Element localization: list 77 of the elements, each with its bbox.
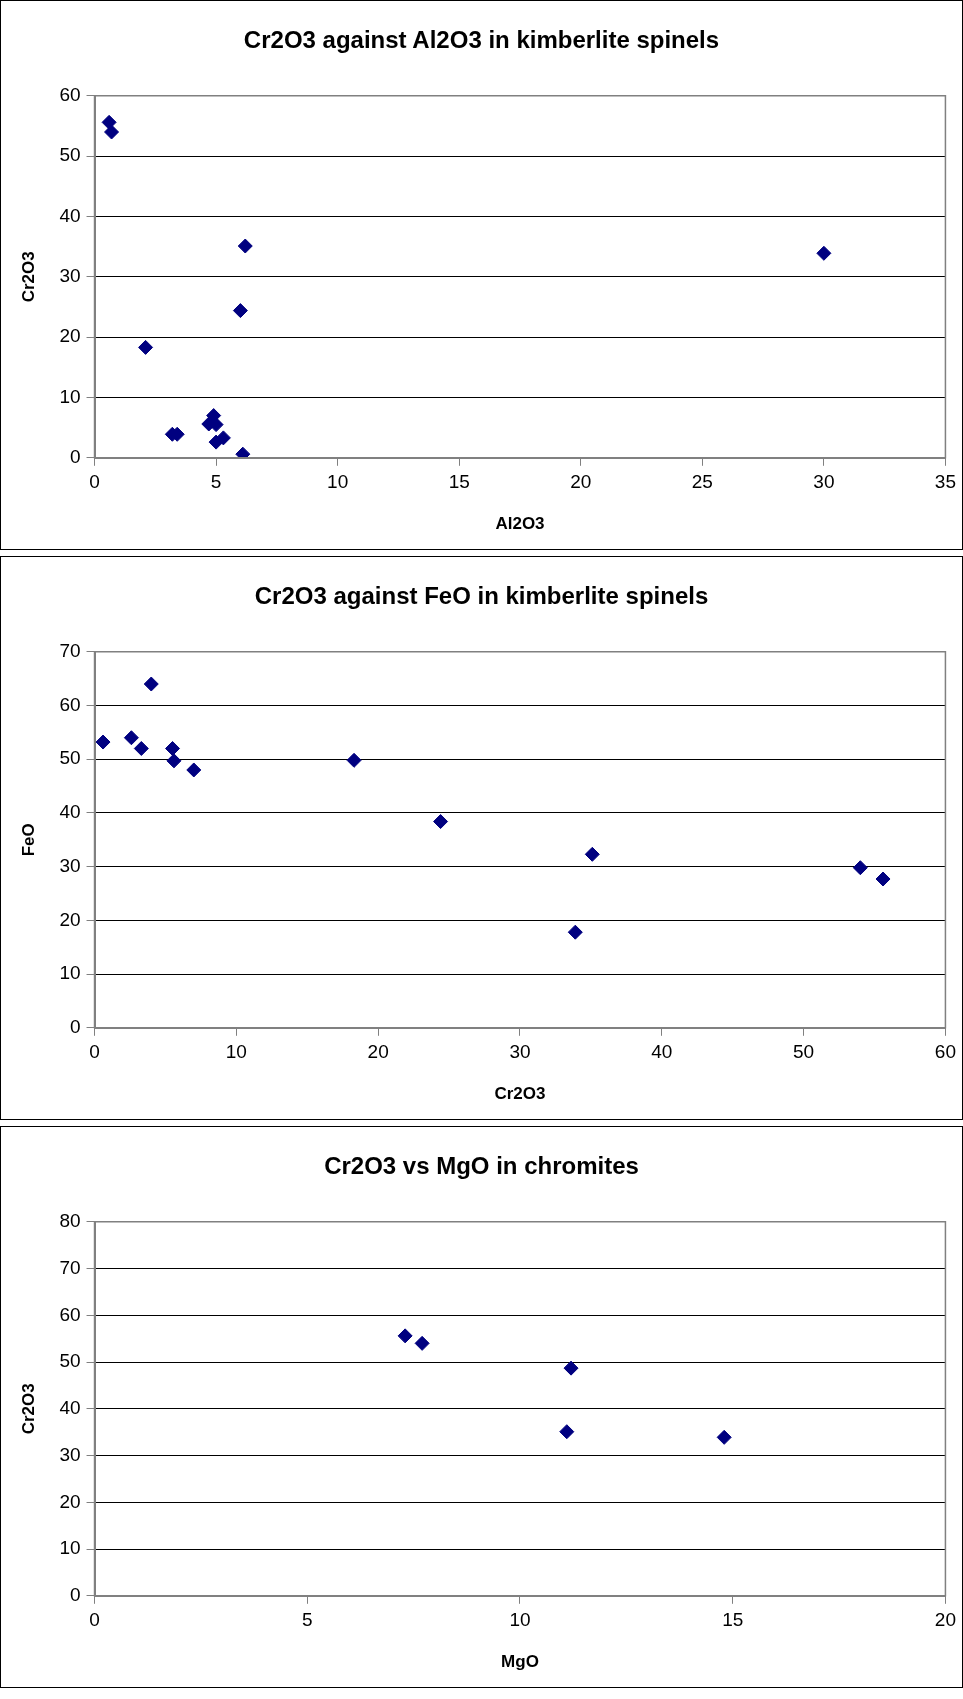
x-axis-title: Al2O3 [495, 514, 545, 534]
point [414, 1335, 430, 1351]
x-tick-label: 30 [813, 471, 835, 493]
chart-title: Cr2O3 against Al2O3 in kimberlite spinels [243, 26, 720, 54]
point [232, 303, 248, 319]
x-tick-label: 25 [691, 471, 713, 493]
point [567, 924, 583, 940]
point [433, 814, 449, 830]
point [186, 762, 202, 778]
y-tick-label: 20 [59, 1490, 81, 1512]
x-tick-label: 0 [89, 471, 100, 493]
x-tick-label: 10 [327, 471, 349, 493]
y-tick-label: 0 [69, 1584, 81, 1606]
point [138, 339, 154, 355]
point [133, 740, 149, 756]
x-tick-label: 0 [89, 1041, 100, 1063]
y-tick-label: 30 [59, 265, 81, 287]
y-axis-title: Cr2O3 [18, 251, 38, 303]
x-tick-label: 20 [367, 1041, 389, 1063]
y-tick-label: 60 [59, 1303, 81, 1325]
x-axis-title: Cr2O3 [494, 1084, 546, 1104]
y-tick-label: 50 [59, 144, 81, 166]
point [123, 730, 139, 746]
point [584, 846, 600, 862]
x-tick-label: 20 [570, 471, 592, 493]
y-tick-label: 80 [59, 1210, 81, 1232]
x-tick-label: 10 [509, 1609, 531, 1631]
point [143, 676, 159, 692]
x-tick-label: 35 [934, 471, 956, 493]
y-tick-label: 40 [59, 1397, 81, 1419]
y-tick-label: 10 [59, 1537, 81, 1559]
y-tick-label: 0 [69, 1016, 81, 1038]
y-tick-label: 10 [59, 962, 81, 984]
x-tick-label: 30 [509, 1041, 531, 1063]
y-tick-label: 0 [69, 446, 81, 468]
x-tick-label: 60 [934, 1041, 956, 1063]
point [346, 752, 362, 768]
x-tick-label: 10 [225, 1041, 247, 1063]
point [237, 238, 253, 254]
y-tick-label: 20 [59, 908, 81, 930]
y-tick-label: 50 [59, 1350, 81, 1372]
y-tick-label: 40 [59, 801, 81, 823]
x-axis-title: MgO [501, 1652, 539, 1672]
point [101, 114, 117, 130]
y-tick-label: 70 [59, 1256, 81, 1278]
y-tick-label: 10 [59, 385, 81, 407]
x-tick-label: 20 [934, 1609, 956, 1631]
point [563, 1360, 579, 1376]
y-tick-label: 40 [59, 204, 81, 226]
x-tick-label: 5 [301, 1609, 313, 1631]
x-tick-label: 50 [793, 1041, 815, 1063]
point [397, 1328, 413, 1344]
chart-title: Cr2O3 vs MgO in chromites [324, 1152, 639, 1180]
chart-title: Cr2O3 against FeO in kimberlite spinels [254, 582, 709, 610]
point [166, 753, 182, 769]
point [165, 740, 181, 756]
y-tick-label: 60 [59, 84, 81, 106]
y-tick-label: 30 [59, 1443, 81, 1465]
x-tick-label: 5 [210, 471, 222, 493]
y-tick-label: 30 [59, 854, 81, 876]
point [875, 871, 891, 887]
point [852, 860, 868, 876]
x-tick-label: 0 [89, 1609, 100, 1631]
y-tick-label: 50 [59, 747, 81, 769]
point [716, 1429, 732, 1445]
y-tick-label: 20 [59, 325, 81, 347]
point [104, 124, 120, 140]
point [559, 1424, 575, 1440]
y-axis-title: Cr2O3 [18, 1383, 38, 1435]
x-tick-label: 40 [651, 1041, 673, 1063]
x-tick-label: 15 [448, 471, 470, 493]
y-tick-label: 60 [59, 693, 81, 715]
point [816, 245, 832, 261]
point [95, 734, 111, 750]
x-tick-label: 15 [722, 1609, 744, 1631]
y-tick-label: 70 [59, 640, 81, 662]
y-axis-title: FeO [18, 823, 38, 857]
